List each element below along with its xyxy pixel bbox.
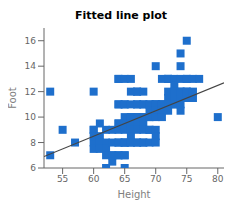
svg-text:6: 6 <box>30 163 36 173</box>
svg-text:10: 10 <box>25 112 37 122</box>
html-text:Fitted line plot: Fitted line plot <box>75 9 167 22</box>
svg-text:14: 14 <box>25 61 37 71</box>
svg-text:Height: Height <box>117 189 150 200</box>
svg-text:65: 65 <box>119 174 130 184</box>
svg-text:16: 16 <box>25 36 37 46</box>
svg-text:75: 75 <box>181 174 192 184</box>
svg-text:8: 8 <box>30 138 36 148</box>
svg-text:70: 70 <box>150 174 162 184</box>
svg-text:12: 12 <box>25 87 36 97</box>
svg-text:55: 55 <box>57 174 68 184</box>
svg-text:Foot: Foot <box>8 87 18 109</box>
svg-text:60: 60 <box>88 174 100 184</box>
svg-text:80: 80 <box>212 174 224 184</box>
